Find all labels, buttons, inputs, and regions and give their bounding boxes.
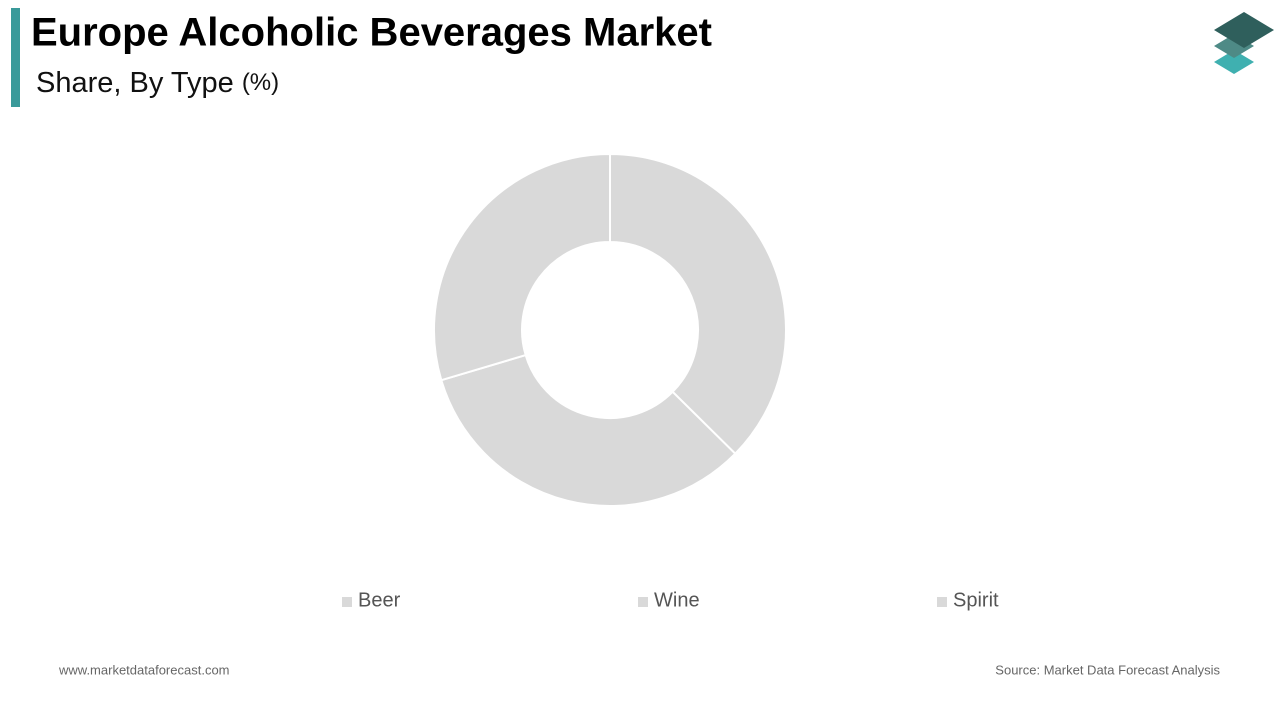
donut-segment bbox=[440, 353, 737, 507]
legend-label: Beer bbox=[358, 589, 401, 611]
footer-source: Source: Market Data Forecast Analysis bbox=[995, 662, 1220, 677]
subtitle-text: Share, By Type bbox=[36, 67, 234, 99]
logo bbox=[1214, 12, 1274, 74]
footer-website: www.marketdataforecast.com bbox=[58, 662, 230, 677]
legend-swatch bbox=[638, 597, 648, 607]
title-accent bbox=[11, 8, 20, 107]
donut-segment bbox=[433, 152, 611, 382]
donut-segment bbox=[609, 152, 787, 456]
chart-title: Europe Alcoholic Beverages Market bbox=[31, 11, 712, 55]
chart-subtitle: Share, By Type (%) bbox=[36, 67, 279, 99]
legend-label: Wine bbox=[654, 589, 700, 611]
legend-label: Spirit bbox=[953, 589, 999, 611]
legend-swatch bbox=[342, 597, 352, 607]
unit-label: (%) bbox=[242, 69, 279, 96]
legend-swatch bbox=[937, 597, 947, 607]
